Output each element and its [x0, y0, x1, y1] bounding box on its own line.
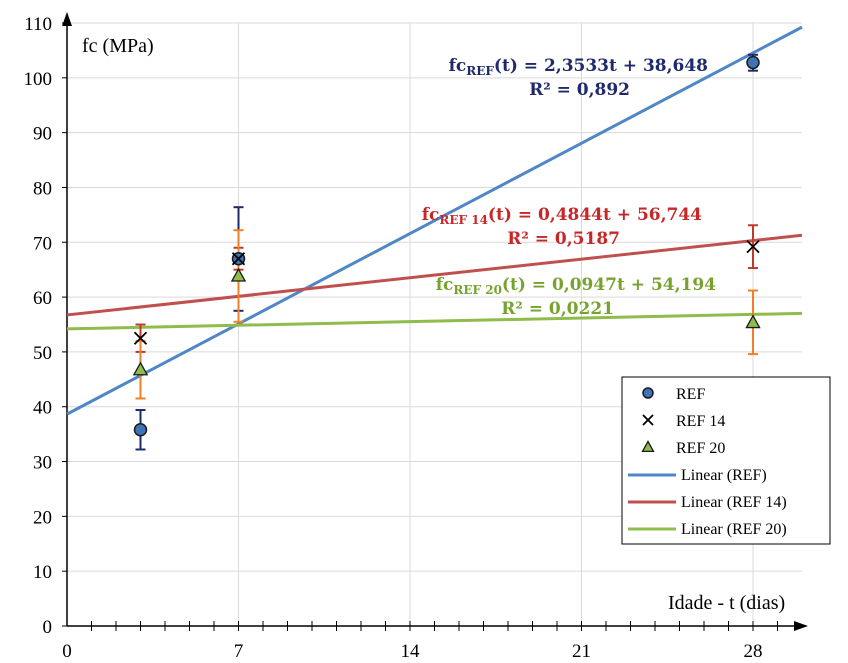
- legend-entry: REF: [676, 386, 705, 403]
- data-point-stroke: [133, 331, 148, 345]
- data-point: [230, 267, 247, 282]
- y-tick-label: 60: [33, 288, 52, 309]
- y-tick-label: 0: [43, 617, 53, 638]
- data-point: [231, 252, 246, 266]
- data-point-stroke: [231, 252, 246, 266]
- y-tick-label: 30: [33, 453, 52, 474]
- y-tick-label: 100: [24, 69, 53, 90]
- legend: REF REF 14 REF 20 Linear (REF) Linear (REF 1…: [621, 376, 831, 545]
- y-tick-label: 70: [33, 233, 52, 254]
- y-tick-label: 90: [33, 124, 52, 145]
- data-point: [641, 440, 655, 453]
- trendline-equation: fcREF(t) = 2,3533t + 38,648: [449, 56, 708, 78]
- data-point: [133, 331, 148, 345]
- y-tick-label: 80: [33, 178, 52, 199]
- trendline: [66, 311, 803, 331]
- axes: [62, 12, 808, 631]
- trendline-r2: R² = 0,892: [529, 80, 630, 100]
- trendline-r2: R² = 0,0221: [501, 299, 614, 319]
- x-tick-label: 0: [62, 641, 72, 662]
- y-axis-arrow: [62, 12, 72, 26]
- data-point: [642, 387, 654, 399]
- trendline-r2: R² = 0,5187: [507, 229, 620, 249]
- y-tick-label: 20: [33, 507, 52, 528]
- legend-entry: REF 20: [676, 440, 725, 457]
- trendline-equation: fcREF 14(t) = 0,4844t + 56,744: [422, 205, 702, 227]
- data-points: [132, 55, 761, 437]
- y-tick-label: 50: [33, 343, 52, 364]
- legend-entry: REF 14: [676, 413, 725, 430]
- trendlines: [66, 25, 803, 416]
- x-axis-title: Idade - t (dias): [668, 592, 785, 614]
- data-point: [132, 361, 149, 376]
- x-tick-label: 7: [234, 641, 244, 662]
- data-point: [745, 314, 761, 329]
- trendline: [66, 233, 803, 317]
- legend-entry: Linear (REF): [681, 467, 767, 484]
- y-tick-label: 40: [33, 398, 52, 419]
- legend-entry: Linear (REF 20): [681, 521, 787, 538]
- legend-box: [621, 376, 831, 545]
- data-point-stroke: [746, 240, 760, 254]
- legend-entry: Linear (REF 14): [681, 494, 787, 511]
- x-axis-arrow: [794, 621, 808, 631]
- x-tick-label: 28: [744, 641, 763, 662]
- tick-labels: 0 10 20 30 40 50 60 70 80 90 100 110 0 7 14 21 28: [24, 14, 763, 662]
- x-tick-label: 21: [572, 641, 591, 662]
- grid: [67, 22, 802, 626]
- data-point: [746, 240, 760, 254]
- trendline: [66, 25, 803, 416]
- data-point: [642, 414, 654, 426]
- trendline-equation: fcREF 20(t) = 0,0947t + 54,194: [436, 275, 716, 297]
- x-tick-label: 14: [401, 641, 421, 662]
- y-axis-title: fc (MPa): [82, 35, 154, 57]
- data-point: [746, 55, 760, 70]
- data-point-stroke: [642, 414, 654, 426]
- data-point: [133, 423, 148, 437]
- y-tick-label: 10: [33, 562, 52, 583]
- y-tick-label: 110: [24, 14, 52, 35]
